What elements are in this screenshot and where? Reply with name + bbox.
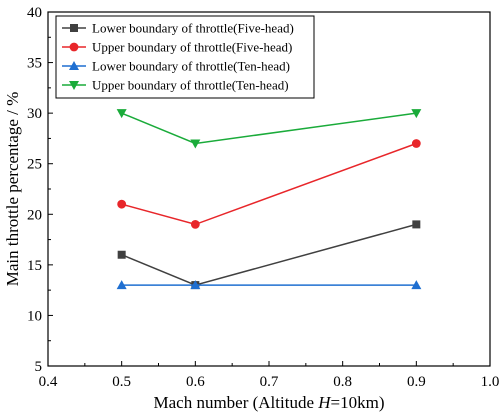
x-axis-title-prefix: Mach number (Altitude bbox=[153, 393, 318, 412]
x-tick-label: 0.5 bbox=[112, 374, 131, 390]
axis-tick-labels: 0.4 0.5 0.6 0.7 0.8 0.9 1.0 5 10 15 20 25 30 35 40 bbox=[27, 5, 499, 390]
legend: Lower boundary of throttle(Five-head) Upp… bbox=[55, 15, 315, 99]
y-tick-label: 10 bbox=[27, 308, 42, 324]
x-tick-label: 0.9 bbox=[407, 374, 426, 390]
data-point-square bbox=[412, 220, 421, 229]
legend-label: Upper boundary of throttle(Five-head) bbox=[92, 40, 292, 55]
series-2 bbox=[116, 280, 422, 290]
y-tick-label: 35 bbox=[27, 56, 42, 72]
legend-label: Lower boundary of throttle(Five-head) bbox=[92, 21, 294, 36]
series-3 bbox=[116, 109, 422, 149]
data-point-triangle-up bbox=[411, 280, 422, 290]
data-point-circle bbox=[190, 220, 200, 229]
y-tick-label: 40 bbox=[27, 5, 42, 21]
legend-marker bbox=[70, 24, 78, 32]
x-tick-label: 0.6 bbox=[186, 374, 205, 390]
legend-item: Upper boundary of throttle(Five-head) bbox=[62, 40, 292, 55]
data-point-triangle-down bbox=[190, 139, 201, 149]
data-point-triangle-up bbox=[190, 280, 201, 290]
series-line bbox=[121, 142, 417, 226]
legend-box bbox=[55, 15, 315, 99]
legend-marker bbox=[69, 81, 79, 90]
legend-item: Upper boundary of throttle(Ten-head) bbox=[62, 78, 289, 93]
series-line bbox=[121, 223, 417, 286]
x-axis-title-variable: H bbox=[317, 393, 332, 412]
y-tick-label: 20 bbox=[27, 207, 42, 223]
series-0 bbox=[117, 220, 421, 290]
y-tick-label: 25 bbox=[27, 157, 42, 173]
y-tick-label: 15 bbox=[27, 258, 42, 274]
series-layer bbox=[116, 109, 422, 290]
legend-label: Upper boundary of throttle(Ten-head) bbox=[92, 78, 289, 93]
data-point-circle bbox=[411, 139, 421, 148]
data-point-circle bbox=[117, 199, 127, 209]
legend-item: Lower boundary of throttle(Five-head) bbox=[62, 21, 294, 36]
x-tick-label: 0.7 bbox=[260, 374, 279, 390]
y-tick-label: 5 bbox=[35, 359, 43, 375]
legend-marker bbox=[69, 61, 79, 70]
series-line bbox=[121, 112, 417, 145]
x-tick-label: 1.0 bbox=[481, 374, 500, 390]
x-tick-label: 0.4 bbox=[39, 374, 58, 390]
legend-label: Lower boundary of throttle(Ten-head) bbox=[92, 59, 290, 74]
legend-item: Lower boundary of throttle(Ten-head) bbox=[62, 59, 290, 74]
x-axis-title: Mach number (Altitude H=10km) bbox=[153, 393, 384, 412]
data-point-square bbox=[117, 250, 126, 259]
x-axis-title-suffix: =10km) bbox=[331, 393, 385, 412]
data-point-triangle-down bbox=[411, 109, 422, 119]
plot-frame bbox=[47, 11, 491, 367]
x-tick-label: 0.8 bbox=[333, 374, 352, 390]
series-1 bbox=[117, 139, 421, 229]
data-point-triangle-up bbox=[116, 280, 127, 290]
data-point-triangle-down bbox=[116, 109, 127, 119]
y-tick-label: 30 bbox=[27, 106, 42, 122]
y-axis-title: Main throttle percentage / % bbox=[3, 92, 22, 286]
legend-marker bbox=[69, 42, 79, 52]
